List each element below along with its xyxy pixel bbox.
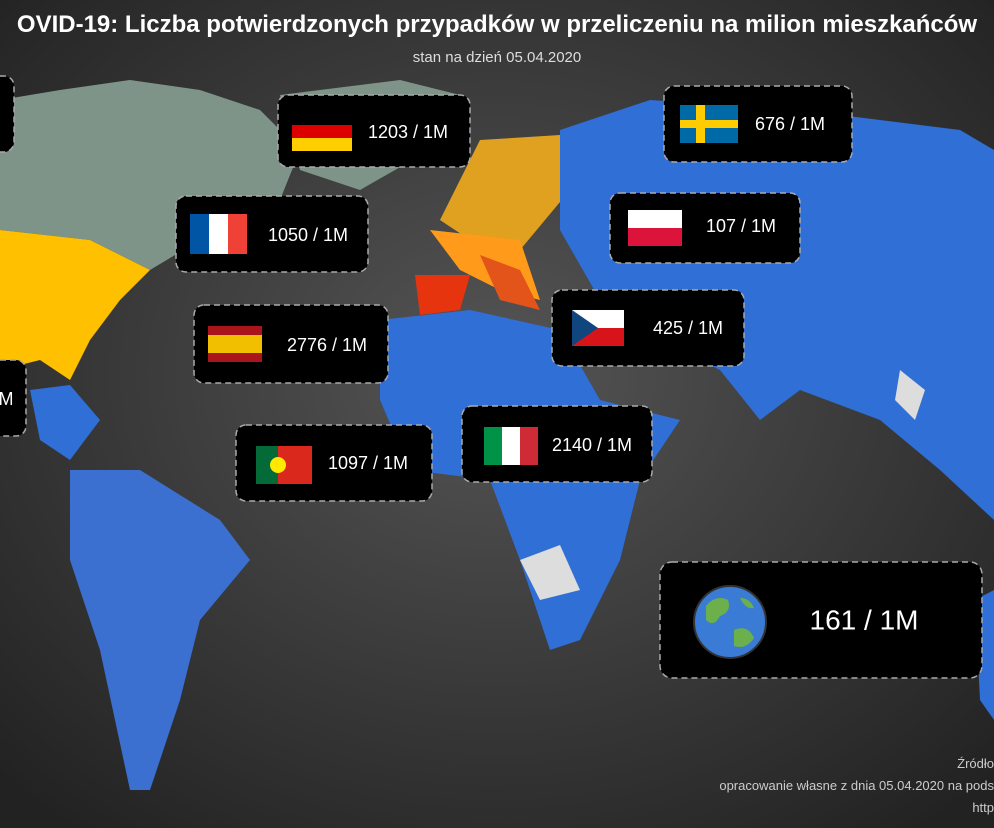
map-shape [551,289,745,367]
source-label: Źródło [957,756,994,771]
callout-box [0,359,27,437]
callout-label: 161 / 1M [810,604,919,635]
map-shape [256,446,278,484]
callout-label: M [0,389,14,409]
callout-world: 161 / 1M [659,561,983,679]
map-shape [706,598,754,647]
map-shape [208,326,262,335]
callout-portugal: 1097 / 1M [235,424,433,502]
map-shape [693,585,767,659]
callout-czechia: 425 / 1M [551,289,745,367]
callout-spain: 2776 / 1M [193,304,389,384]
map-shape [0,230,150,380]
callout-label: 2140 / 1M [552,435,632,455]
map-shape [440,135,570,250]
map-shape [628,210,682,228]
map-shape [502,427,520,465]
map-shape [572,310,598,346]
callout-label: 1097 / 1M [328,453,408,473]
callout-box [0,75,15,153]
map-shape [30,385,100,460]
map-shape [520,427,538,465]
callout-poland: 107 / 1M [609,192,801,264]
title: OVID-19: Liczba potwierdzonych przypadkó… [17,11,978,38]
map-shape [680,120,738,128]
subtitle: stan na dzień 05.04.2020 [413,49,581,66]
map-shape [484,427,502,465]
map-shape [209,214,228,254]
map-shape [520,545,580,600]
map-shape [628,228,682,246]
callout-germany: 1203 / 1M [277,94,471,168]
callout-label: 676 / 1M [755,114,825,134]
callout-italy: 2140 / 1M [461,405,653,483]
callout-france: 1050 / 1M [175,195,369,273]
map-shape [895,370,925,420]
map-shape [292,112,352,125]
callout-label: 1203 / 1M [368,122,448,142]
callout-label: 107 / 1M [706,216,776,236]
map-shape [193,304,389,384]
map-shape [292,138,352,151]
map-shape [415,275,470,315]
map-shape [228,214,247,254]
footer-note: opracowanie własne z dnia 05.04.2020 na … [719,778,994,793]
map-shape [208,353,262,362]
map-shape [480,255,540,310]
callout-label: 2776 / 1M [287,335,367,355]
callout-sweden: 676 / 1M [663,85,853,163]
callout-label: 1050 / 1M [268,225,348,245]
footer-link: http [972,800,994,815]
map-shape [292,125,352,138]
map-shape [70,470,250,790]
map-shape [208,335,262,353]
callout-label: 425 / 1M [653,318,723,338]
map-shape [270,457,286,473]
map-shape [190,214,209,254]
